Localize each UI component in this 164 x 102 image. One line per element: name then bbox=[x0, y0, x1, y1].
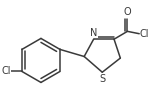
Text: Cl: Cl bbox=[1, 66, 10, 76]
Text: Cl: Cl bbox=[140, 29, 150, 39]
Text: N: N bbox=[90, 28, 97, 38]
Text: O: O bbox=[124, 7, 131, 17]
Text: S: S bbox=[99, 74, 105, 84]
